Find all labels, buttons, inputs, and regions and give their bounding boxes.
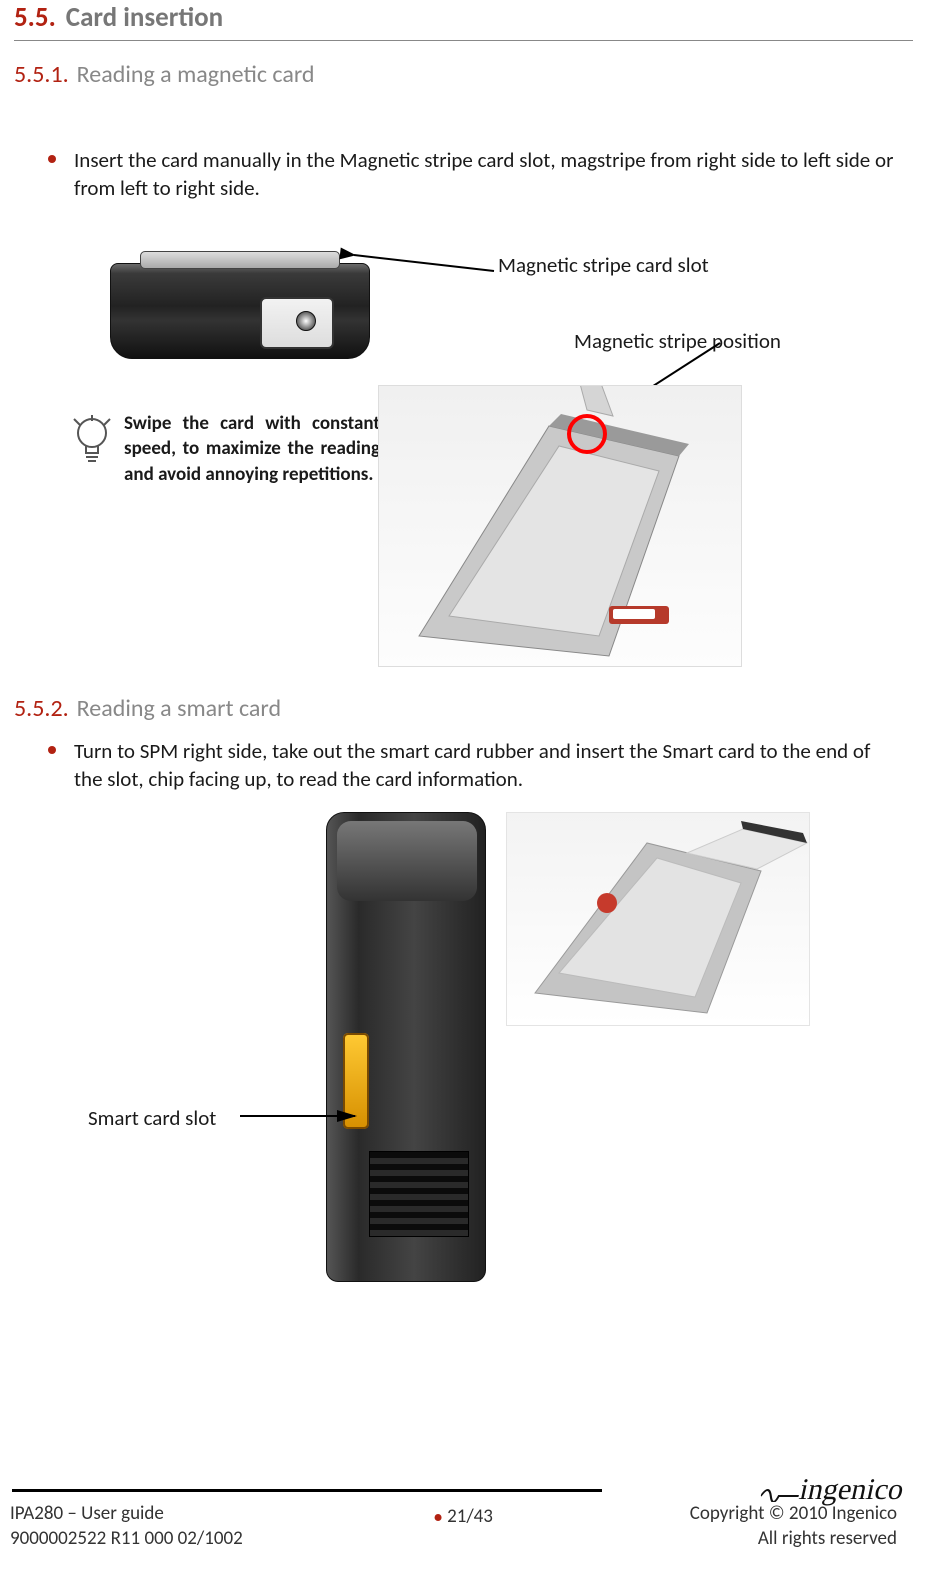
callout-magstripe-slot: Magnetic stripe card slot (498, 251, 709, 279)
callout-magstripe-position: Magnetic stripe position (574, 327, 781, 355)
footer-copyright: Copyright © 2010 Ingenico (690, 1501, 897, 1527)
subsection-2-title: Reading a smart card (77, 693, 281, 725)
bullet-magstripe: Insert the card manually in the Magnetic… (48, 146, 913, 203)
footer-center: 21/43 (434, 1504, 493, 1530)
footer-page-number: 21/43 (447, 1504, 493, 1530)
lightbulb-icon (70, 415, 114, 465)
footer-doc-ref: 9000002522 R11 000 02/1002 (10, 1526, 243, 1552)
arrow-icon (240, 1116, 360, 1117)
arrow-icon (354, 261, 494, 301)
footer-doc-title: IPA280 – User guide (10, 1501, 243, 1527)
subsection-1-number: 5.5.1. (14, 59, 69, 91)
tip-block: Swipe the card with constant speed, to m… (70, 411, 380, 488)
footer-rights: All rights reserved (690, 1526, 897, 1552)
figure-magstripe: Magnetic stripe card slot Magnetic strip… (14, 233, 913, 693)
device-top-image (110, 251, 370, 371)
figure-smartcard: Smart card slot (14, 812, 913, 1332)
bullet-marker-icon (48, 746, 56, 754)
footer-left: IPA280 – User guide 9000002522 R11 000 0… (10, 1501, 243, 1552)
bullet-smartcard-text: Turn to SPM right side, take out the sma… (74, 737, 903, 794)
bullet-magstripe-text: Insert the card manually in the Magnetic… (74, 146, 903, 203)
bullet-smartcard: Turn to SPM right side, take out the sma… (48, 737, 913, 794)
footer-rule (12, 1489, 602, 1492)
section-heading: 5.5. Card insertion (14, 0, 913, 41)
subsection-1-heading: 5.5.1. Reading a magnetic card (14, 59, 913, 91)
device-side-image (326, 812, 486, 1282)
subsection-2-heading: 5.5.2. Reading a smart card (14, 693, 913, 725)
bullet-marker-icon (434, 1514, 441, 1521)
tip-text: Swipe the card with constant speed, to m… (124, 411, 380, 488)
section-number: 5.5. (14, 0, 56, 36)
subsection-2-number: 5.5.2. (14, 693, 69, 725)
callout-smartcard-slot: Smart card slot (88, 1104, 216, 1132)
device-chip-perspective-image (506, 812, 810, 1026)
arrow-icon (720, 343, 721, 344)
section-title: Card insertion (66, 0, 223, 36)
footer-right: Copyright © 2010 Ingenico All rights res… (690, 1501, 897, 1552)
device-perspective-image (378, 385, 742, 667)
subsection-1-title: Reading a magnetic card (77, 59, 315, 91)
bullet-marker-icon (48, 155, 56, 163)
